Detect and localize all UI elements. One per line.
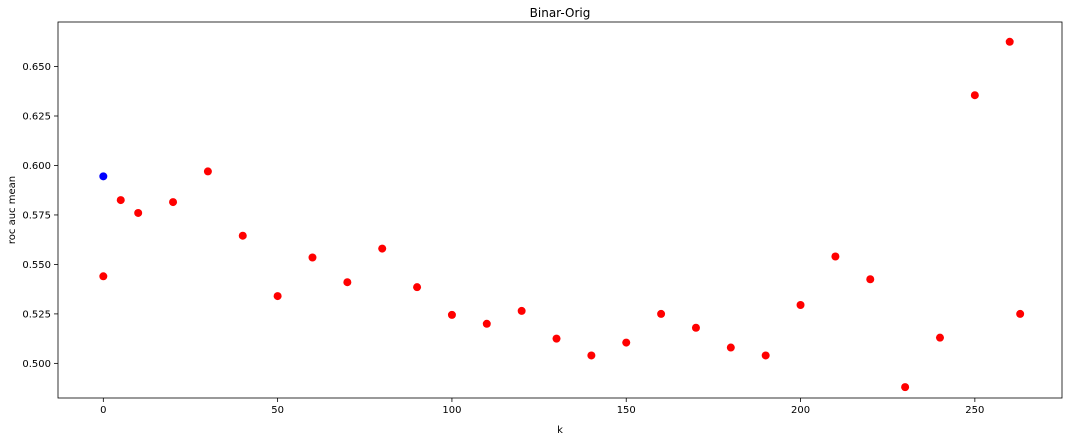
y-tick-label: 0.550 <box>22 260 51 271</box>
red-data-point <box>238 231 247 240</box>
x-tick-label: 250 <box>965 405 984 416</box>
red-data-point <box>866 275 875 284</box>
red-data-point <box>935 333 944 342</box>
red-data-point <box>657 309 666 318</box>
data-points-layer <box>99 37 1025 392</box>
x-axis-title: k <box>557 425 563 436</box>
red-data-point <box>761 351 770 360</box>
x-tick-label: 0 <box>100 405 106 416</box>
red-data-point <box>587 351 596 360</box>
y-tick-label: 0.525 <box>22 309 51 320</box>
red-data-point <box>378 244 387 253</box>
red-data-point <box>901 383 910 392</box>
red-data-point <box>726 343 735 352</box>
y-axis-title: roc auc mean <box>7 176 18 244</box>
red-data-point <box>517 306 526 315</box>
red-data-point <box>447 310 456 319</box>
red-data-point <box>970 91 979 100</box>
red-data-point <box>622 338 631 347</box>
plot-frame <box>57 21 1063 399</box>
blue-data-point <box>99 172 108 181</box>
red-data-point <box>308 253 317 262</box>
red-data-point <box>116 196 125 205</box>
red-data-point <box>831 252 840 261</box>
red-data-point <box>203 167 212 176</box>
x-tick-label: 100 <box>442 405 461 416</box>
plot-area <box>58 22 1062 398</box>
y-tick-label: 0.575 <box>22 210 51 221</box>
red-data-point <box>691 323 700 332</box>
chart-title: Binar-Orig <box>530 6 591 20</box>
red-data-point <box>169 198 178 207</box>
y-tick-label: 0.500 <box>22 359 51 370</box>
y-tick-label: 0.625 <box>22 112 51 123</box>
red-data-point <box>343 278 352 287</box>
x-tick-label: 150 <box>617 405 636 416</box>
red-data-point <box>413 283 422 292</box>
red-data-point <box>796 300 805 309</box>
red-data-point <box>273 292 282 301</box>
red-data-point <box>134 208 143 217</box>
axes-layer: 0 50 100 150 200 250 0.500 0.525 0.550 0.575 0.600… <box>22 62 984 416</box>
y-tick-label: 0.600 <box>22 161 51 172</box>
red-data-point <box>1005 37 1014 46</box>
red-data-point <box>482 319 491 328</box>
red-data-point <box>99 272 108 281</box>
x-tick-label: 50 <box>271 405 284 416</box>
y-tick-label: 0.650 <box>22 62 51 73</box>
red-data-point <box>552 334 561 343</box>
red-data-point <box>1016 309 1025 318</box>
x-tick-label: 200 <box>791 405 810 416</box>
